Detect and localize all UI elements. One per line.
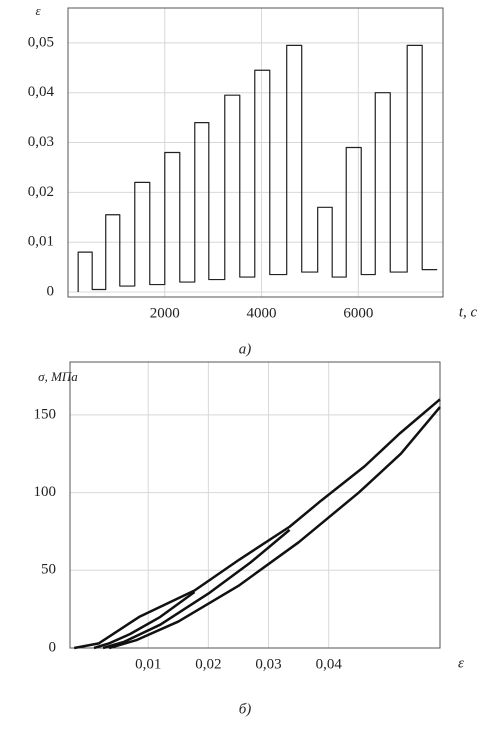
y-tick-label: 0,04 (28, 84, 55, 100)
x-axis-label: ε (458, 655, 464, 671)
x-tick-label: 6000 (343, 305, 373, 321)
x-tick-label: 0,03 (255, 656, 281, 672)
data-line (102, 528, 291, 650)
y-tick-label: 0,02 (28, 184, 54, 200)
y-tick-label: 50 (41, 562, 56, 578)
y-tick-label: 0,05 (28, 34, 54, 50)
y-tick-label: 0 (49, 639, 57, 655)
y-axis-label: ε (35, 3, 41, 18)
y-tick-label: 0 (47, 283, 55, 299)
caption: б) (239, 701, 252, 717)
x-tick-label: 0,01 (135, 656, 161, 672)
x-tick-label: 0,02 (195, 656, 221, 672)
x-tick-label: 2000 (150, 305, 180, 321)
x-axis-label: t, с (459, 304, 478, 320)
y-tick-label: 150 (34, 406, 57, 422)
y-tick-label: 100 (34, 484, 57, 500)
data-line (73, 398, 441, 650)
x-tick-label: 4000 (247, 305, 277, 321)
plot-frame (67, 7, 444, 298)
data-line (108, 406, 441, 650)
y-tick-label: 0,03 (28, 134, 54, 150)
data-line (93, 591, 196, 650)
plot-frame (69, 361, 441, 649)
caption: а) (239, 341, 252, 357)
y-tick-label: 0,01 (28, 234, 54, 250)
data-line (77, 44, 438, 293)
x-tick-label: 0,04 (316, 656, 343, 672)
y-axis-label: σ, МПа (38, 369, 78, 384)
